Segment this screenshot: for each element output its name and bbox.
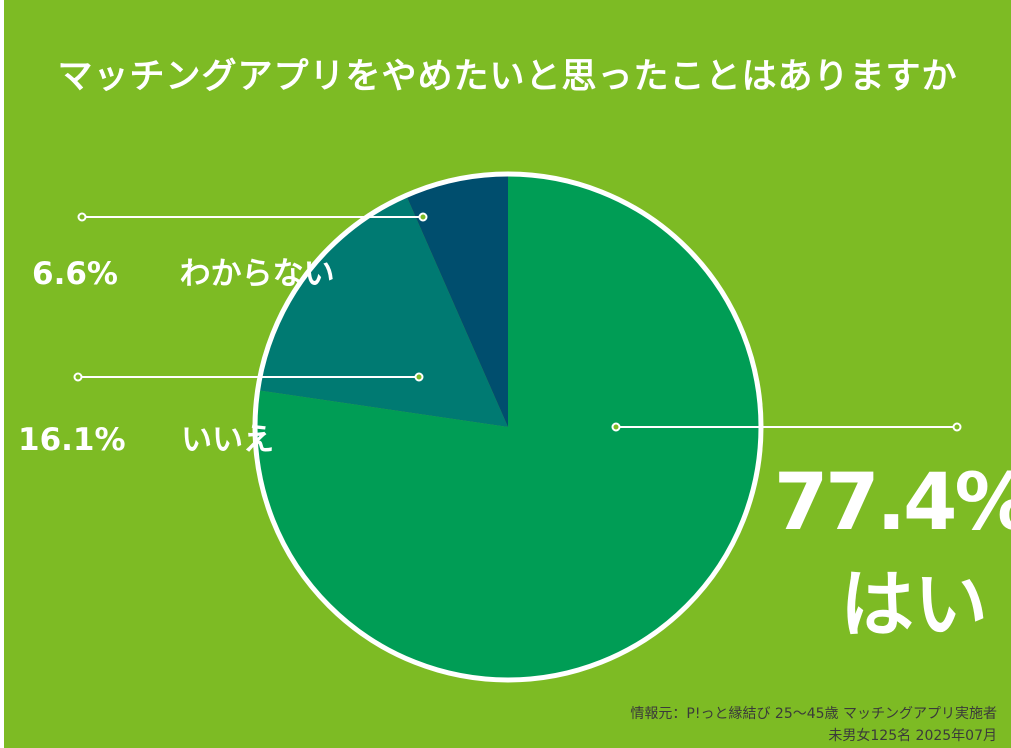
slice-name-wakaranai: わからない bbox=[179, 256, 335, 292]
pie-slice-iie bbox=[257, 195, 508, 427]
leader-dot-hai-1 bbox=[952, 422, 962, 432]
slice-label-iie: 16.1% いいえ bbox=[18, 414, 274, 459]
source-line-1: 情報元：P!っと縁結び 25〜45歳 マッチングアプリ実施者 bbox=[630, 706, 997, 722]
chart-title: マッチングアプリをやめたいと思ったことはありますか bbox=[57, 57, 958, 97]
slice-percent-iie: 16.1% bbox=[18, 422, 126, 458]
leader-dot-hai-0 bbox=[611, 422, 621, 432]
slice-percent-wakaranai: 6.6% bbox=[32, 256, 118, 292]
leader-dot-iie-1 bbox=[414, 372, 424, 382]
pie-slice-wakaranai bbox=[406, 174, 508, 427]
slice-name-iie: いいえ bbox=[181, 422, 275, 458]
leader-dot-iie-0 bbox=[73, 372, 83, 382]
slice-name-hai: はい bbox=[840, 562, 988, 648]
leader-dot-wakaranai-0 bbox=[77, 212, 87, 222]
leader-dot-wakaranai-1 bbox=[418, 212, 428, 222]
chart-canvas: マッチングアプリをやめたいと思ったことはありますか 6.6% わからない 16.… bbox=[4, 0, 1011, 748]
source-note: 情報元：P!っと縁結び 25〜45歳 マッチングアプリ実施者 未男女125名 2… bbox=[630, 703, 997, 747]
source-line-2: 未男女125名 2025年07月 bbox=[828, 728, 997, 744]
pie-chart bbox=[73, 171, 962, 683]
slice-label-wakaranai: 6.6% わからない bbox=[32, 248, 335, 293]
slice-percent-hai: 77.4% bbox=[774, 458, 1011, 548]
